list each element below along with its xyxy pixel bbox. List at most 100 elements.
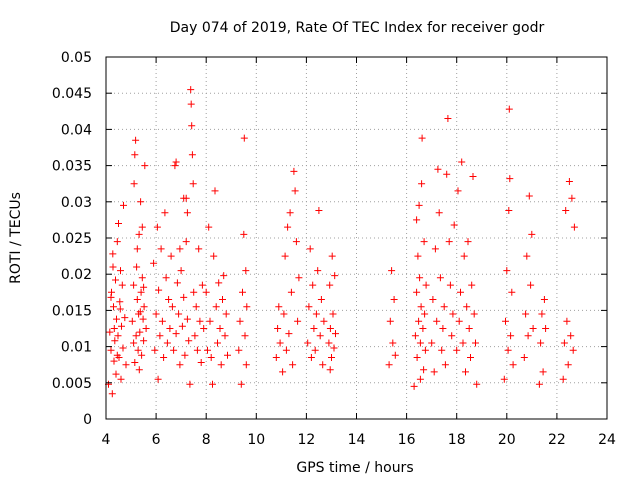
- x-tick-labels: 4 6 8 10 12 14 16 18 20 22 24: [102, 432, 616, 448]
- data-point: [110, 303, 117, 311]
- data-point: [155, 286, 163, 294]
- data-point: [119, 344, 127, 352]
- data-point: [429, 296, 437, 303]
- data-point: [134, 346, 142, 354]
- data-point: [207, 354, 215, 361]
- data-point: [391, 351, 399, 359]
- data-point: [463, 303, 471, 311]
- data-point: [390, 296, 398, 303]
- data-point: [505, 105, 513, 113]
- data-point: [183, 315, 191, 323]
- data-point: [564, 361, 572, 369]
- data-point: [285, 330, 293, 338]
- data-point: [109, 250, 117, 258]
- data-point: [465, 325, 473, 332]
- data-point: [122, 361, 130, 369]
- data-point: [243, 303, 251, 311]
- data-point: [182, 194, 190, 202]
- data-point: [542, 325, 550, 332]
- data-point: [112, 276, 119, 284]
- data-point: [137, 198, 145, 206]
- data-point: [507, 332, 515, 340]
- data-point: [165, 296, 173, 303]
- data-point: [156, 332, 164, 340]
- data-point: [197, 359, 205, 366]
- data-point: [385, 361, 393, 369]
- x-tick-label: 10: [247, 432, 265, 448]
- data-point: [189, 180, 197, 188]
- data-point: [214, 339, 221, 347]
- data-point: [192, 303, 200, 311]
- data-point: [565, 178, 573, 185]
- data-point: [160, 354, 168, 361]
- data-point: [130, 339, 138, 347]
- y-tick-label: 0.045: [52, 86, 92, 102]
- x-tick-label: 12: [297, 432, 315, 448]
- data-point: [140, 303, 148, 311]
- data-point: [328, 252, 336, 260]
- data-point: [116, 305, 124, 313]
- data-point: [291, 187, 299, 195]
- data-point: [413, 216, 421, 224]
- data-point: [569, 346, 577, 354]
- y-tick-labels: 0 0.005 0.01 0.015 0.02 0.025 0.03 0.035 0.04 0.0…: [52, 50, 92, 428]
- data-point: [413, 354, 421, 361]
- data-point: [217, 361, 225, 369]
- data-point: [326, 325, 334, 332]
- data-point: [110, 325, 118, 332]
- data-point: [559, 375, 567, 383]
- data-point: [458, 158, 466, 166]
- y-tick-label: 0.05: [61, 50, 92, 66]
- data-point: [504, 346, 512, 354]
- x-tick-label: 18: [448, 432, 466, 448]
- data-point: [281, 252, 289, 260]
- data-point: [435, 209, 443, 217]
- data-point: [190, 288, 198, 296]
- data-point: [319, 361, 327, 369]
- data-point: [540, 296, 548, 303]
- data-point: [538, 310, 546, 318]
- data-point: [305, 303, 313, 311]
- data-point: [446, 281, 454, 289]
- data-point: [326, 366, 334, 374]
- data-point: [242, 267, 250, 275]
- data-point: [132, 136, 140, 144]
- data-point: [309, 281, 317, 289]
- data-point: [280, 310, 288, 318]
- data-point: [317, 296, 325, 303]
- data-point: [110, 357, 118, 365]
- data-point: [418, 134, 426, 142]
- data-point: [166, 325, 174, 332]
- data-point: [509, 361, 517, 369]
- data-point: [216, 325, 224, 332]
- data-point: [448, 332, 456, 340]
- data-point: [428, 339, 436, 347]
- data-point: [274, 325, 282, 332]
- data-point: [503, 267, 511, 275]
- data-point: [235, 346, 243, 354]
- data-point: [138, 223, 146, 231]
- data-point: [176, 361, 184, 369]
- data-point: [136, 308, 144, 316]
- data-point: [204, 346, 211, 354]
- y-tick-label: 0.03: [61, 195, 92, 211]
- data-point: [224, 351, 231, 359]
- data-point: [211, 187, 219, 195]
- data-point: [421, 310, 429, 318]
- data-point: [198, 281, 206, 289]
- data-point: [441, 361, 449, 369]
- data-point: [462, 368, 469, 376]
- data-point: [117, 375, 125, 383]
- data-point: [171, 162, 179, 170]
- data-point: [133, 263, 141, 271]
- data-point: [221, 332, 229, 340]
- data-point: [467, 354, 474, 361]
- data-point: [158, 317, 166, 325]
- x-tick-label: 4: [102, 432, 111, 448]
- data-point: [468, 281, 476, 289]
- data-point: [528, 230, 536, 238]
- data-point: [413, 288, 421, 296]
- data-point: [312, 310, 320, 318]
- data-point: [539, 368, 547, 376]
- data-point: [282, 346, 290, 354]
